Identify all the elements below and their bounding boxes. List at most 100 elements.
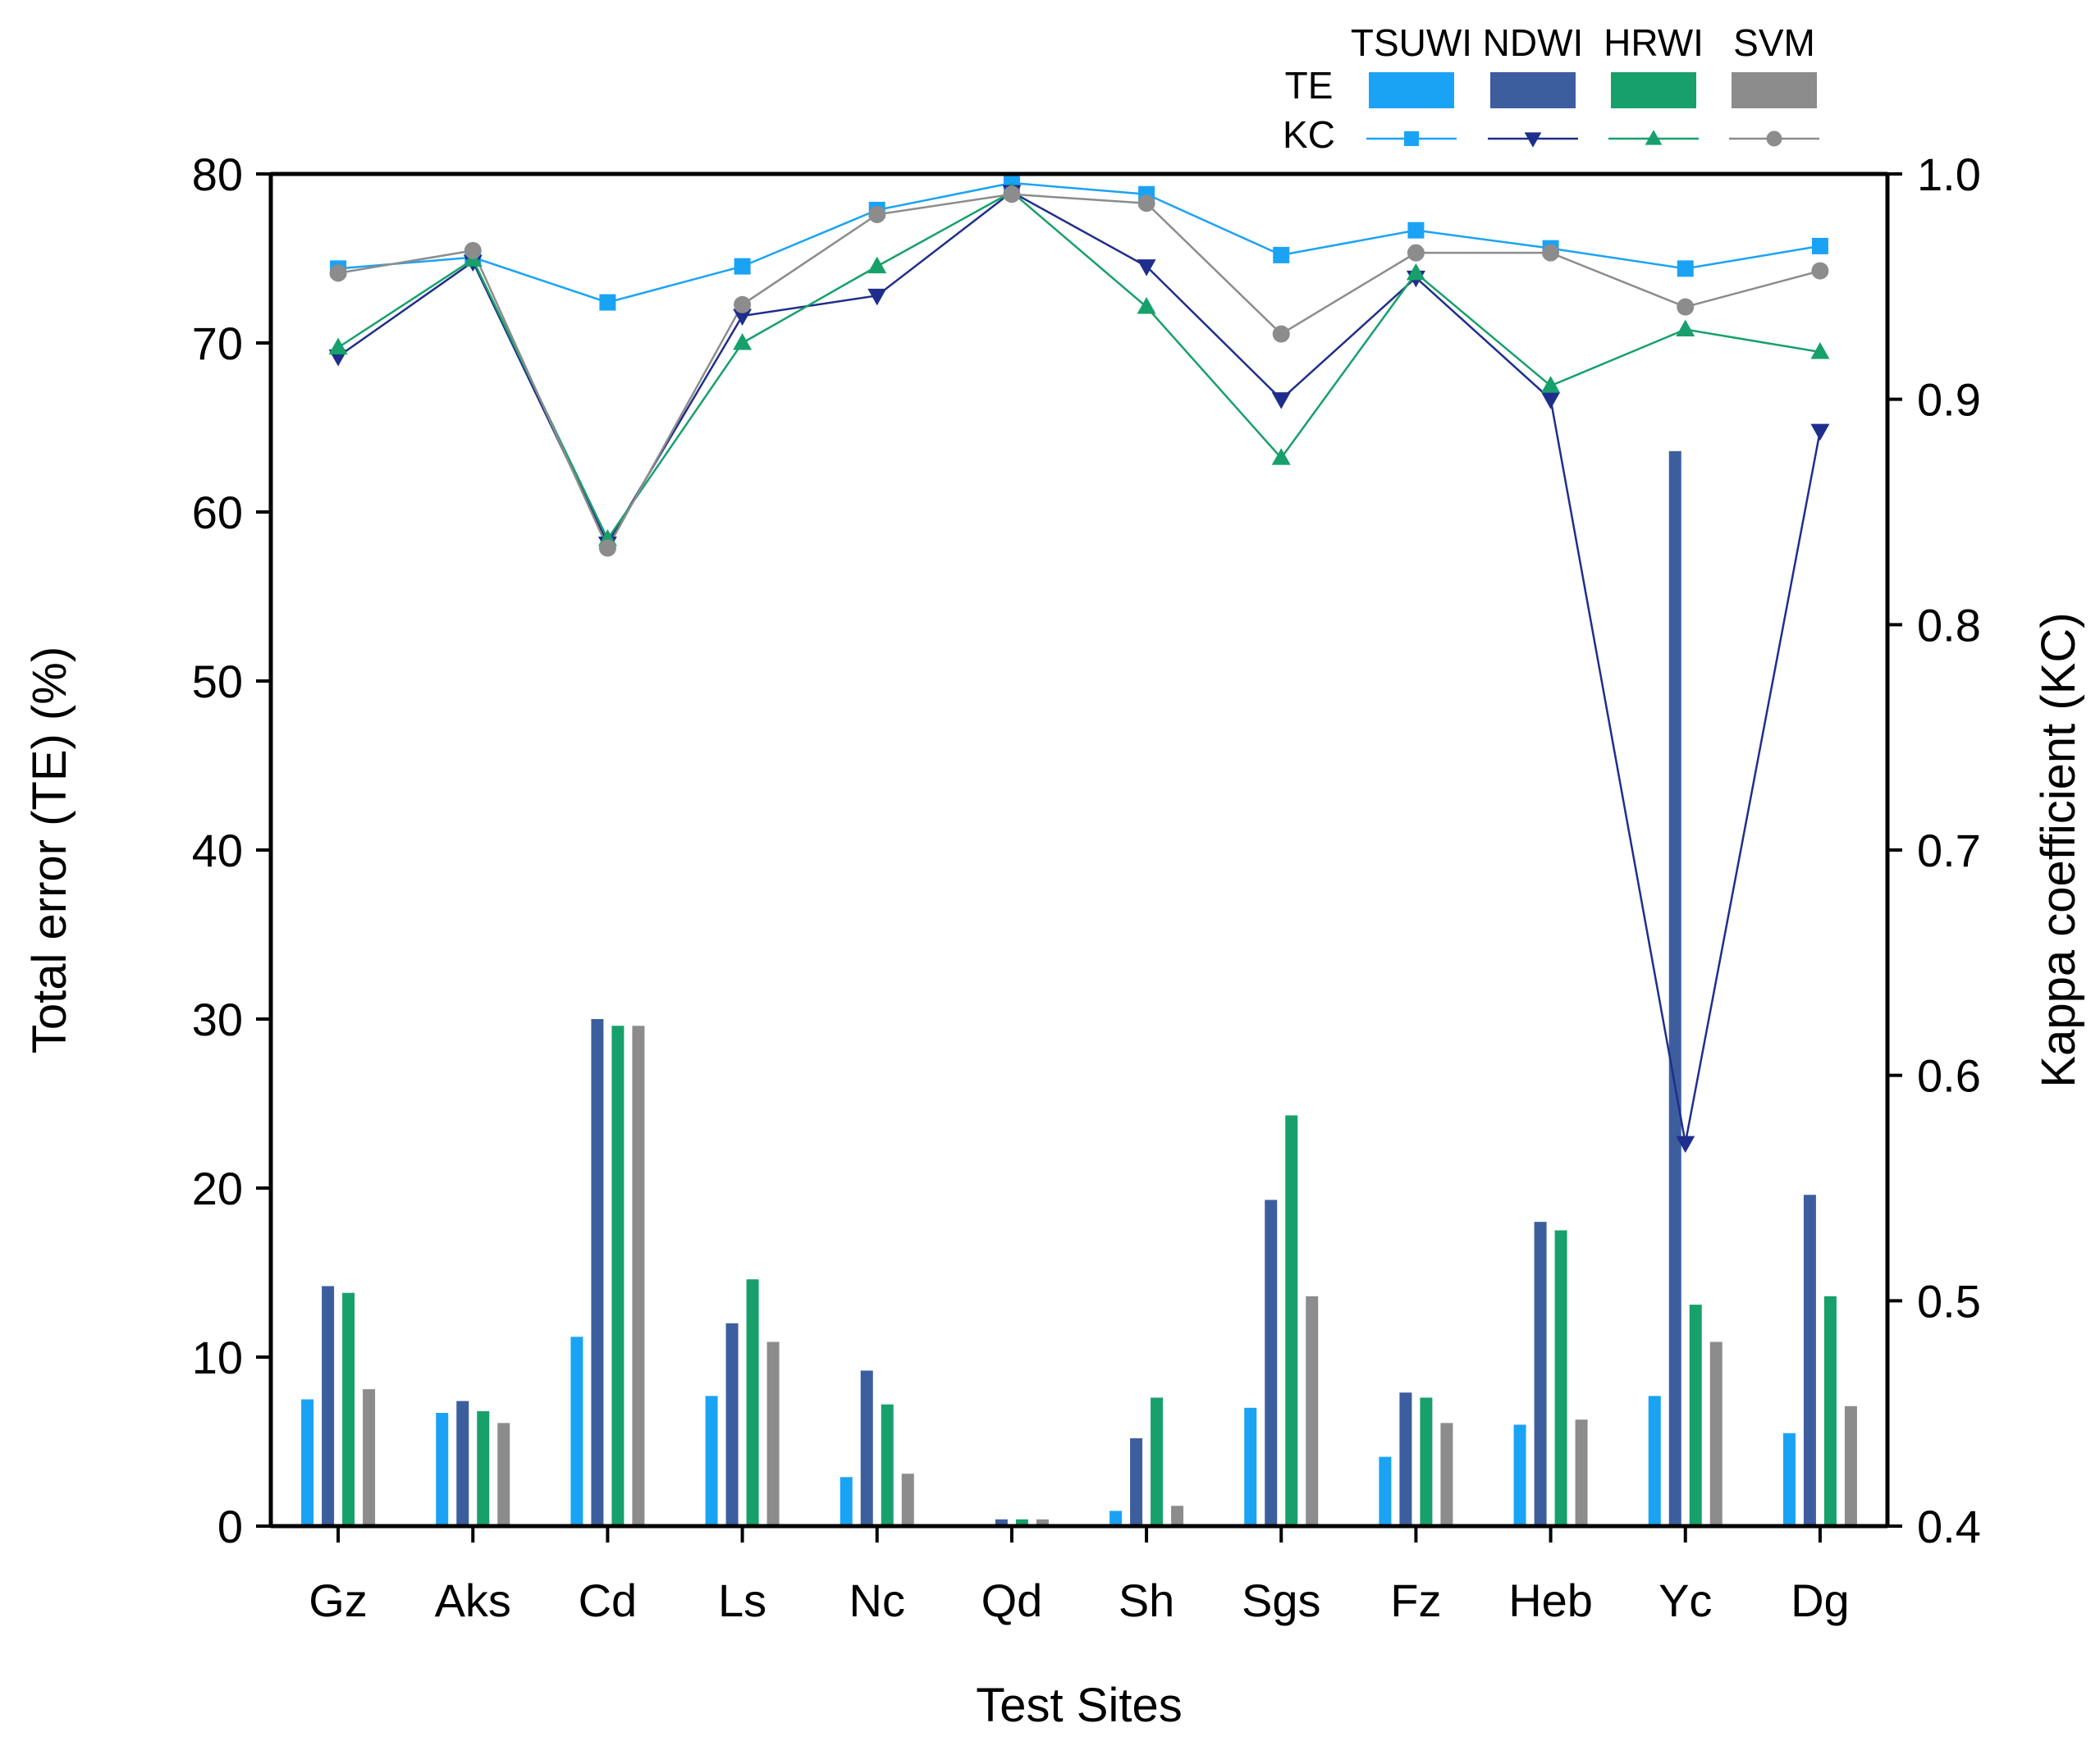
te-bar-ndwi-qd <box>995 1519 1008 1526</box>
x-tick-label: Heb <box>1508 1575 1593 1626</box>
te-bar-svm-aks <box>497 1423 510 1526</box>
te-bar-svm-gz <box>363 1389 376 1526</box>
kc-line-tsuwi <box>337 181 1821 304</box>
left-tick-label: 40 <box>192 825 243 876</box>
te-bar-tsuwi-nc <box>840 1477 853 1526</box>
te-bar-svm-ls <box>766 1341 780 1526</box>
left-tick-label: 30 <box>192 994 243 1045</box>
te-bar-svm-nc <box>901 1474 914 1526</box>
kc-point-tsuwi-ls <box>734 258 751 275</box>
left-y-axis-title: Total error (TE) (%) <box>23 647 76 1054</box>
left-tick-label: 10 <box>192 1332 243 1383</box>
x-tick-label: Yc <box>1658 1575 1712 1626</box>
te-bar-svm-yc <box>1709 1341 1723 1526</box>
legend-kc-marker-ndwi <box>1524 132 1542 148</box>
x-tick-label: Aks <box>435 1575 511 1626</box>
te-bar-tsuwi-ls <box>705 1396 718 1526</box>
te-bars <box>301 450 1857 1526</box>
te-bar-svm-dg <box>1844 1405 1857 1526</box>
right-tick-label: 1.0 <box>1917 149 1981 200</box>
kc-point-svm-ls <box>734 295 752 313</box>
legend-name-tsuwi: TSUWI <box>1351 21 1472 64</box>
kc-point-svm-sh <box>1137 194 1155 213</box>
te-bar-hrwi-dg <box>1823 1296 1837 1526</box>
axes: 0 10 20 30 40 50 60 70 80 0.4 0.5 0.6 0.7 0.8 0.9 1.0 Gz… <box>23 149 2085 1732</box>
te-bar-tsuwi-sh <box>1109 1511 1123 1526</box>
te-bar-tsuwi-yc <box>1648 1396 1661 1526</box>
te-bar-tsuwi-heb <box>1513 1424 1526 1526</box>
te-bar-ndwi-sh <box>1130 1437 1143 1526</box>
te-bar-hrwi-sgs <box>1285 1115 1298 1526</box>
x-tick-label: Nc <box>849 1575 905 1626</box>
te-bar-svm-cd <box>632 1026 645 1526</box>
legend-name-svm: SVM <box>1733 21 1815 64</box>
te-bar-hrwi-aks <box>477 1410 490 1526</box>
kc-point-tsuwi-cd <box>599 294 616 311</box>
te-bar-hrwi-nc <box>881 1404 894 1526</box>
te-bar-tsuwi-cd <box>570 1337 583 1526</box>
te-bar-hrwi-ls <box>746 1279 759 1526</box>
te-bar-tsuwi-aks <box>436 1412 449 1526</box>
kc-point-tsuwi-fz <box>1407 222 1425 239</box>
te-bar-ndwi-yc <box>1668 450 1681 1526</box>
te-bar-svm-fz <box>1440 1423 1453 1526</box>
legend-te-swatch-hrwi <box>1611 72 1696 108</box>
te-bar-ndwi-fz <box>1399 1392 1412 1526</box>
kc-point-ndwi-nc <box>867 288 887 306</box>
legend-kc-label: KC <box>1283 113 1335 156</box>
right-y-axis-title: Kappa coefficient (KC) <box>2032 612 2085 1087</box>
kc-point-svm-sgs <box>1272 325 1290 343</box>
legend-name-ndwi: NDWI <box>1483 21 1584 64</box>
te-bar-ndwi-nc <box>860 1370 873 1526</box>
kc-point-hrwi-sgs <box>1271 448 1291 465</box>
te-bar-ndwi-heb <box>1534 1222 1547 1526</box>
legend-kc-marker-hrwi <box>1645 130 1663 145</box>
legend-kc-marker-tsuwi <box>1404 131 1419 146</box>
kc-point-hrwi-heb <box>1541 376 1561 393</box>
legend-kc-marker-svm <box>1766 130 1782 147</box>
te-bar-hrwi-qd <box>1015 1519 1028 1526</box>
kc-point-svm-dg <box>1811 262 1829 280</box>
kc-point-svm-yc <box>1677 298 1695 316</box>
te-bar-ndwi-dg <box>1803 1195 1816 1526</box>
te-bar-tsuwi-fz <box>1379 1456 1392 1526</box>
x-tick-label: Fz <box>1390 1575 1441 1626</box>
right-tick-label: 0.6 <box>1917 1050 1981 1102</box>
kc-point-ndwi-dg <box>1810 423 1830 441</box>
kc-line-svm <box>337 193 1821 551</box>
kc-line-hrwi <box>337 190 1821 542</box>
kc-point-svm-cd <box>598 539 616 557</box>
te-bar-hrwi-fz <box>1420 1397 1433 1526</box>
kc-point-svm-gz <box>329 264 347 282</box>
x-tick-label: Dg <box>1791 1575 1850 1626</box>
x-tick-label: Qd <box>981 1575 1043 1626</box>
legend-te-swatch-ndwi <box>1490 72 1576 108</box>
x-tick-label: Gz <box>309 1575 368 1626</box>
kc-point-tsuwi-sgs <box>1273 246 1290 263</box>
left-tick-label: 50 <box>192 656 243 707</box>
legend-te-swatch-svm <box>1732 72 1817 108</box>
kc-point-hrwi-yc <box>1676 319 1695 337</box>
kc-lines <box>328 174 1830 1154</box>
right-tick-label: 0.4 <box>1917 1501 1981 1552</box>
left-tick-label: 60 <box>192 487 243 538</box>
legend-te-swatch-tsuwi <box>1369 72 1454 108</box>
kc-point-ndwi-sh <box>1137 259 1156 277</box>
te-bar-tsuwi-dg <box>1782 1433 1796 1526</box>
legend-te-label: TE <box>1285 64 1334 107</box>
kc-point-hrwi-sh <box>1137 297 1156 314</box>
te-bar-svm-heb <box>1575 1419 1588 1526</box>
te-bar-tsuwi-sgs <box>1244 1407 1257 1526</box>
te-bar-hrwi-yc <box>1689 1305 1702 1526</box>
left-tick-label: 20 <box>192 1163 243 1214</box>
kc-point-svm-aks <box>464 241 482 259</box>
te-bar-ndwi-ls <box>725 1323 739 1526</box>
te-bar-ndwi-gz <box>322 1286 335 1526</box>
legend-name-hrwi: HRWI <box>1604 21 1704 64</box>
kc-point-ndwi-ls <box>733 309 753 327</box>
te-bar-ndwi-aks <box>456 1401 469 1526</box>
te-bar-svm-sh <box>1171 1506 1184 1526</box>
kc-point-hrwi-gz <box>328 337 348 354</box>
kc-point-hrwi-ls <box>733 333 753 350</box>
